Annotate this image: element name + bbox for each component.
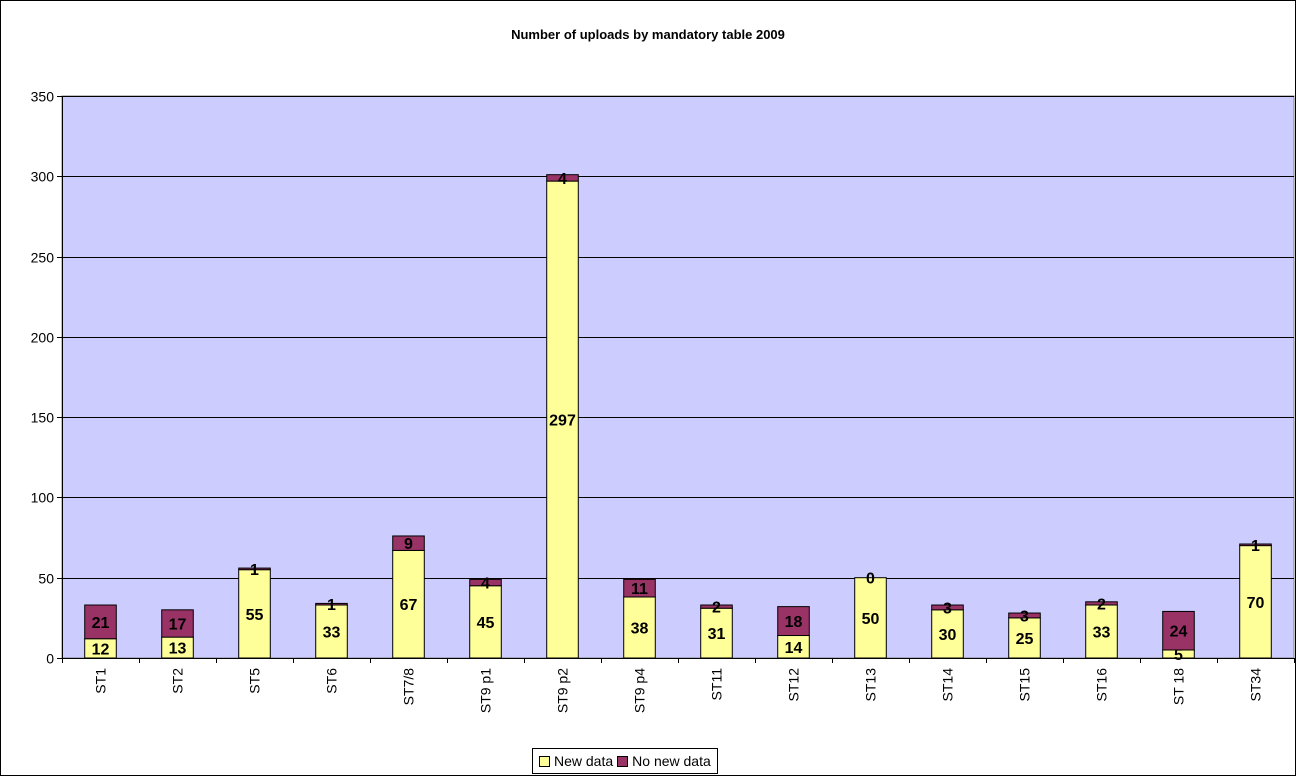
y-tick-label: 250: [31, 250, 55, 266]
legend: New data No new data: [532, 748, 718, 774]
data-label-no-new-data: 1: [1251, 538, 1260, 555]
legend-swatch-no-new-data: [617, 755, 629, 767]
plot-area: [61, 95, 1295, 659]
y-tick-label: 100: [31, 490, 55, 506]
bar-segment-no-new-data: [623, 578, 656, 598]
data-label-new-data: 38: [631, 620, 649, 637]
bar-segment-no-new-data: [1008, 612, 1041, 619]
y-tick-label: 300: [31, 169, 55, 185]
data-label-new-data: 12: [92, 641, 110, 658]
data-label-new-data: 50: [862, 611, 880, 628]
y-tick-label: 200: [31, 330, 55, 346]
bar-segment-new-data: [392, 549, 425, 659]
y-tick-label: 50: [38, 571, 54, 587]
bar-segment-new-data: [315, 604, 348, 659]
chart-title: Number of uploads by mandatory table 200…: [511, 27, 785, 42]
x-tick-label: ST13: [863, 668, 879, 702]
bar-segment-new-data: [469, 585, 502, 659]
data-label-no-new-data: 18: [785, 614, 803, 631]
data-label-new-data: 25: [1016, 631, 1034, 648]
data-label-no-new-data: 24: [1170, 624, 1188, 641]
data-label-no-new-data: 3: [943, 600, 952, 617]
legend-item-no-new-data: No new data: [617, 753, 711, 769]
x-tick-label: ST9 p2: [555, 668, 571, 713]
data-label-no-new-data: 3: [1020, 608, 1029, 625]
bar-segment-no-new-data: [469, 578, 502, 587]
data-label-no-new-data: 17: [169, 616, 187, 633]
bar-segment-new-data: [238, 569, 271, 659]
x-tick-label: ST7/8: [401, 668, 417, 706]
legend-label-no-new-data: No new data: [632, 753, 711, 769]
bar-segment-no-new-data: [1162, 610, 1195, 651]
data-label-new-data: 33: [1093, 625, 1111, 642]
x-tick-label: ST15: [1017, 668, 1033, 702]
bar-segment-new-data: [546, 180, 579, 659]
x-tick-label: ST34: [1248, 668, 1264, 702]
bar-segment-no-new-data: [84, 604, 117, 640]
data-label-no-new-data: 11: [631, 581, 648, 598]
x-tick-label: ST6: [324, 668, 340, 694]
legend-item-new-data: New data: [539, 753, 613, 769]
y-tick-label: 150: [31, 410, 55, 426]
x-tick-label: ST16: [1094, 668, 1110, 702]
data-label-new-data: 297: [549, 413, 576, 430]
bar-segment-new-data: [1008, 617, 1041, 659]
data-label-new-data: 30: [939, 627, 957, 644]
bar-segment-no-new-data: [1085, 601, 1118, 606]
x-tick-label: ST14: [940, 668, 956, 702]
x-tick-label: ST12: [786, 668, 802, 702]
data-label-no-new-data: 2: [1097, 596, 1106, 613]
data-label-new-data: 67: [400, 597, 418, 614]
data-label-no-new-data: 2: [712, 600, 721, 617]
bar-segment-no-new-data: [315, 602, 348, 606]
bar-segment-no-new-data: [161, 609, 194, 638]
bar-segment-no-new-data: [700, 604, 733, 609]
data-label-new-data: 33: [323, 625, 341, 642]
x-tick-label: ST 18: [1171, 668, 1187, 705]
data-label-no-new-data: 1: [250, 562, 259, 579]
bar-segment-new-data: [623, 596, 656, 659]
x-tick-label: ST5: [247, 668, 263, 694]
x-tick-label: ST1: [93, 668, 109, 694]
x-tick-label: ST11: [709, 668, 725, 701]
data-label-no-new-data: 0: [866, 571, 875, 588]
x-tick-label: ST9 p4: [632, 668, 648, 713]
bar-segment-no-new-data: [1239, 543, 1272, 547]
data-label-no-new-data: 1: [327, 597, 336, 614]
data-label-no-new-data: 21: [92, 615, 110, 632]
bar-segment-no-new-data: [238, 567, 271, 571]
legend-label-new-data: New data: [554, 753, 614, 769]
data-label-new-data: 5: [1174, 647, 1183, 664]
bar-segment-no-new-data: [546, 174, 579, 182]
bar-segment-new-data: [854, 577, 887, 659]
data-label-new-data: 13: [169, 641, 187, 658]
bar-segment-no-new-data: [392, 535, 425, 551]
data-label-new-data: 70: [1247, 595, 1265, 612]
data-label-new-data: 45: [477, 615, 495, 632]
data-label-no-new-data: 4: [558, 171, 567, 188]
data-label-new-data: 31: [708, 626, 726, 643]
x-tick-label: ST9 p1: [478, 668, 494, 713]
bar-segment-no-new-data: [777, 606, 810, 637]
legend-swatch-new-data: [539, 755, 550, 767]
bar-segment-no-new-data: [931, 604, 964, 611]
data-label-new-data: 14: [785, 640, 803, 657]
bar-segment-new-data: [1085, 604, 1118, 659]
data-label-new-data: 55: [246, 607, 264, 624]
y-tick-label: 350: [31, 89, 55, 105]
x-tick-label: ST2: [170, 668, 186, 694]
y-tick-label: 0: [46, 651, 54, 667]
data-label-no-new-data: 9: [404, 536, 413, 553]
data-label-no-new-data: 4: [481, 576, 490, 593]
